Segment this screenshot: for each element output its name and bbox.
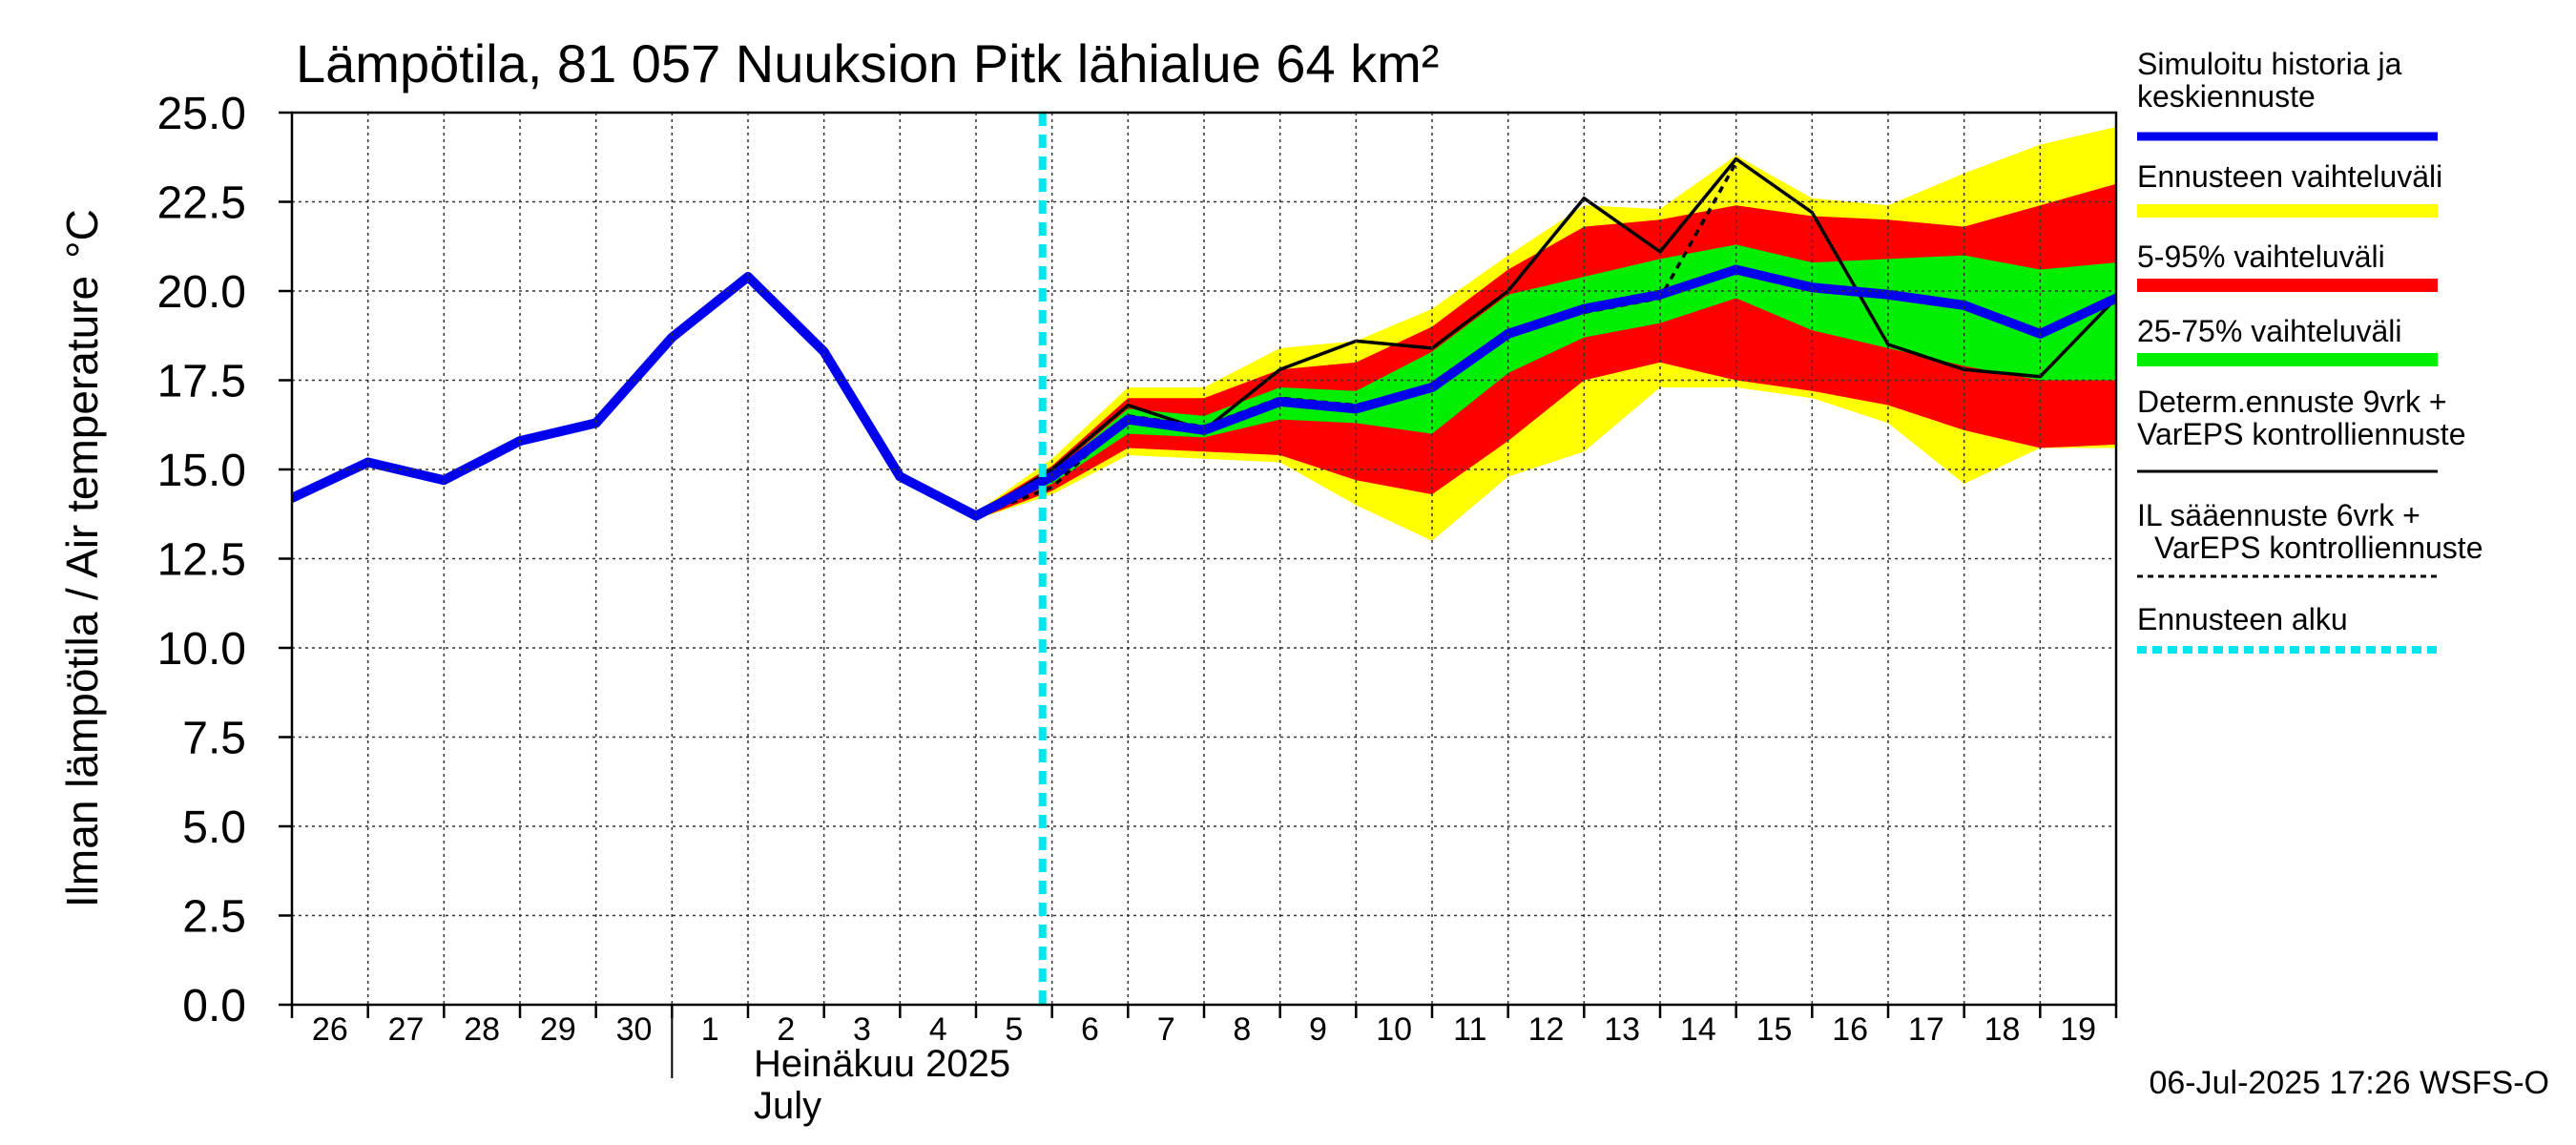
x-tick-label: 8 [1233, 1011, 1251, 1048]
x-tick-label: 5 [1005, 1011, 1023, 1048]
y-tick-label: 2.5 [182, 892, 246, 943]
x-tick-label: 10 [1376, 1011, 1412, 1048]
x-tick-label: 27 [388, 1011, 425, 1048]
y-tick-label: 22.5 [157, 178, 246, 229]
x-tick-label: 2 [777, 1011, 795, 1048]
x-tick-label: 6 [1081, 1011, 1099, 1048]
x-tick-label: 16 [1832, 1011, 1868, 1048]
x-tick-label: 15 [1756, 1011, 1793, 1048]
legend-label: 5-95% vaihteluväli [2137, 239, 2385, 274]
x-tick-label: 11 [1453, 1011, 1486, 1048]
y-tick-label: 15.0 [157, 446, 246, 496]
x-tick-label: 18 [1984, 1011, 2021, 1048]
grid [292, 112, 2116, 1006]
y-tick-label: 17.5 [157, 357, 246, 407]
x-tick-label: 7 [1157, 1011, 1175, 1048]
x-tick-label: 12 [1528, 1011, 1565, 1048]
y-tick-label: 5.0 [182, 802, 246, 853]
footer-timestamp: 06-Jul-2025 17:26 WSFS-O [2149, 1065, 2549, 1101]
x-tick-label: 1 [701, 1011, 719, 1048]
x-tick-label: 17 [1908, 1011, 1944, 1048]
legend-label: 25-75% vaihteluväli [2137, 314, 2402, 348]
x-tick-label: 3 [853, 1011, 871, 1048]
legend-label: IL sääennuste 6vrk + VarEPS kontrolliennu… [2137, 498, 2483, 565]
legend-label: Ennusteen vaihteluväli [2137, 159, 2442, 194]
x-tick-label: 19 [2060, 1011, 2096, 1048]
legend-label-line: keskiennuste [2137, 79, 2316, 114]
y-tick-label: 20.0 [157, 267, 246, 318]
plot-area: 0.0 2.5 5.0 7.5 10.0 12.5 15.0 17.5 20.0 22.5 25.0… [157, 89, 2118, 1078]
legend-label: Ennusteen alku [2137, 602, 2348, 636]
x-tick-label: 30 [616, 1011, 653, 1048]
chart-title: Lämpötila, 81 057 Nuuksion Pitk lähialue… [296, 33, 1439, 94]
series-determ-line [975, 156, 2116, 518]
x-tick-label: 26 [312, 1011, 348, 1048]
y-tick-label: 7.5 [182, 714, 246, 764]
x-tick-label: 9 [1309, 1011, 1327, 1048]
band-range-25-75 [976, 244, 2116, 516]
plot-content [292, 126, 2116, 541]
x-tick-label: 13 [1604, 1011, 1640, 1048]
legend-label-line: Determ.ennuste 9vrk + [2137, 385, 2447, 419]
legend-label-line: Simuloitu historia ja [2137, 47, 2402, 81]
x-tick-label: 14 [1680, 1011, 1716, 1048]
legend-label: Simuloitu historia ja keskiennuste [2137, 47, 2402, 114]
x-tick-label: 4 [929, 1011, 947, 1048]
x-tick-label: 29 [540, 1011, 576, 1048]
legend-label-line: VarEPS kontrolliennuste [2137, 417, 2465, 451]
y-axis-label: Ilman lämpötila / Air temperature [57, 276, 107, 907]
y-tick-label: 0.0 [182, 981, 246, 1031]
month-label-en: July [754, 1085, 821, 1127]
y-tick-label: 25.0 [157, 89, 246, 139]
x-tick-label: 28 [464, 1011, 500, 1048]
y-tick-label: 12.5 [157, 535, 246, 586]
legend-label-line: IL sääennuste 6vrk + [2137, 498, 2420, 532]
y-axis-unit: °C [57, 209, 107, 259]
legend-label: Determ.ennuste 9vrk + VarEPS kontrollienn… [2137, 385, 2465, 451]
y-tick-label: 10.0 [157, 624, 246, 675]
legend: Simuloitu historia ja keskiennuste Ennuste… [2137, 47, 2483, 654]
legend-label-line: VarEPS kontrolliennuste [2154, 531, 2483, 565]
month-label-fi: Heinäkuu 2025 [754, 1043, 1010, 1085]
